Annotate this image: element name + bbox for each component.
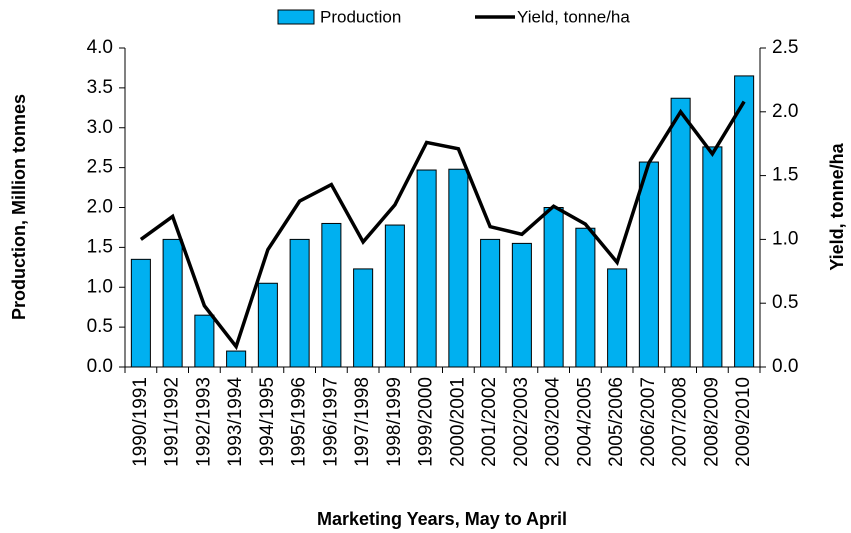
y-tick-label: 2.0 <box>87 197 113 218</box>
x-tick-label: 1990/1991 <box>130 377 151 467</box>
y2-axis-label: Yield, tonne/ha <box>827 142 847 270</box>
y-tick-label: 1.5 <box>87 236 113 257</box>
y2-tick-label: 0.5 <box>772 292 798 313</box>
x-tick-label: 1997/1998 <box>352 377 373 467</box>
bar <box>511 242 532 368</box>
bar <box>702 146 723 368</box>
legend-swatch <box>277 9 315 25</box>
bar <box>257 282 278 368</box>
x-tick-label: 1992/1993 <box>193 377 214 467</box>
x-tick-label: 2003/2004 <box>543 377 564 467</box>
bar <box>734 75 755 368</box>
y2-tick-label: 0.0 <box>772 356 798 377</box>
bar <box>543 207 564 368</box>
y-tick-label: 3.5 <box>87 77 113 98</box>
x-tick-label: 1999/2000 <box>416 377 437 467</box>
x-tick-label: 2009/2010 <box>733 377 754 467</box>
bar <box>670 97 691 368</box>
bar <box>448 168 469 368</box>
y-tick-label: 3.0 <box>87 117 113 138</box>
x-tick-label: 1994/1995 <box>257 377 278 467</box>
y2-tick-label: 1.5 <box>772 165 798 186</box>
x-tick-label: 2005/2006 <box>606 377 627 467</box>
y-tick-label: 2.5 <box>87 157 113 178</box>
x-tick-label: 2006/2007 <box>638 377 659 467</box>
bar <box>575 227 596 368</box>
x-tick-label: 1996/1997 <box>320 377 341 467</box>
bar <box>321 222 342 368</box>
x-axis-label: Marketing Years, May to April <box>317 509 567 529</box>
bar <box>480 238 501 368</box>
y2-tick-label: 1.0 <box>772 228 798 249</box>
legend-label: Production <box>320 7 401 26</box>
x-tick-label: 1995/1996 <box>289 377 310 467</box>
y-axis-label: Production, Million tonnes <box>9 94 29 320</box>
bar <box>226 350 247 368</box>
x-tick-label: 2002/2003 <box>511 377 532 467</box>
x-tick-label: 2008/2009 <box>701 377 722 467</box>
bar <box>194 314 215 368</box>
x-tick-label: 2000/2001 <box>447 377 468 467</box>
bar <box>162 238 183 368</box>
bar <box>130 258 151 368</box>
bar <box>607 268 628 368</box>
y-tick-label: 0.5 <box>87 316 113 337</box>
legend-label: Yield, tonne/ha <box>517 7 630 26</box>
line <box>139 100 746 351</box>
y2-tick-label: 2.0 <box>772 101 798 122</box>
bar <box>289 238 310 368</box>
y-tick-label: 4.0 <box>87 37 113 58</box>
bar <box>416 169 437 368</box>
y2-tick-label: 2.5 <box>772 37 798 58</box>
x-tick-label: 1991/1992 <box>162 377 183 467</box>
y-tick-label: 1.0 <box>87 276 113 297</box>
x-tick-label: 2004/2005 <box>574 377 595 467</box>
bar <box>638 161 659 368</box>
x-tick-label: 1993/1994 <box>225 377 246 467</box>
bar <box>353 268 374 368</box>
y-tick-label: 0.0 <box>87 356 113 377</box>
x-tick-label: 2007/2008 <box>670 377 691 467</box>
x-tick-label: 1998/1999 <box>384 377 405 467</box>
bar <box>384 224 405 368</box>
x-tick-label: 2001/2002 <box>479 377 500 467</box>
